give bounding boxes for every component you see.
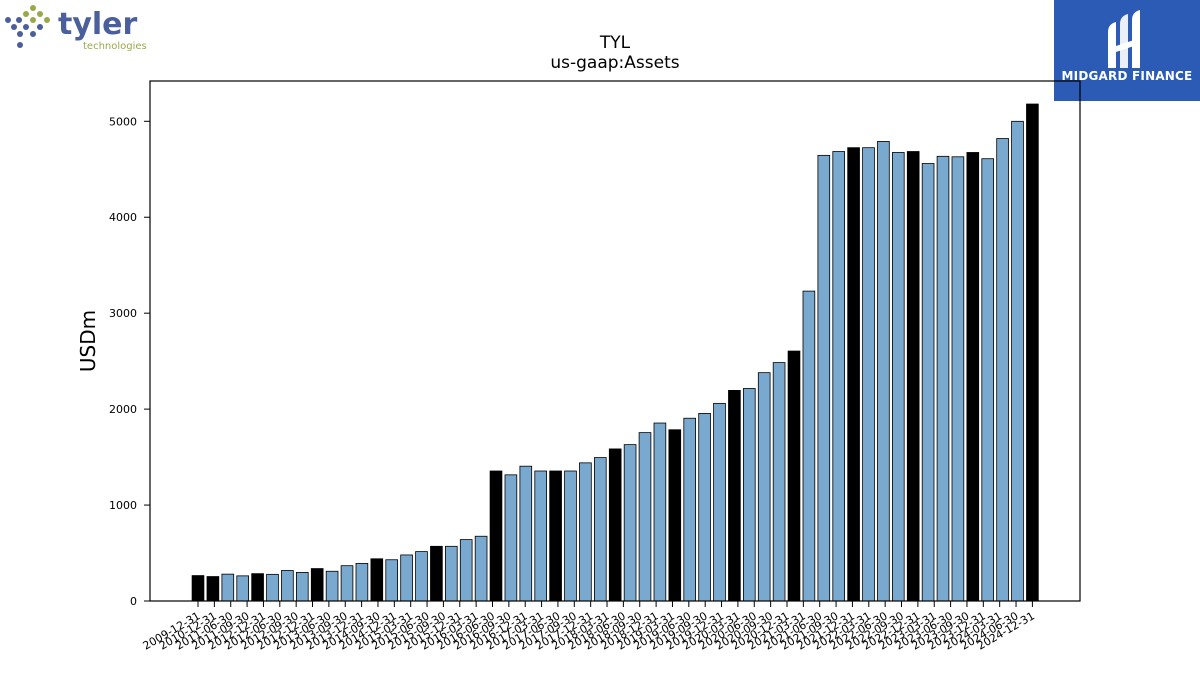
bar-2 <box>221 573 235 602</box>
plot-frame <box>149 80 1081 602</box>
bars-group <box>191 103 1039 602</box>
bar-19 <box>474 535 488 602</box>
bar-49 <box>921 163 935 602</box>
bar-39 <box>772 362 786 602</box>
bar-56 <box>1026 103 1039 602</box>
bar-20 <box>489 470 503 602</box>
midgard-wordmark: MIDGARD FINANCE <box>1061 69 1193 83</box>
bar-21 <box>504 474 518 602</box>
bar-44 <box>847 147 860 602</box>
bar-23 <box>534 470 547 602</box>
bar-3 <box>236 575 250 602</box>
bar-29 <box>623 444 637 602</box>
bar-55 <box>1011 120 1024 602</box>
bar-11 <box>355 562 369 602</box>
bar-28 <box>608 448 622 602</box>
bar-52 <box>966 152 980 602</box>
y-tick-label-5: 5000 <box>109 115 137 128</box>
bar-15 <box>415 551 428 602</box>
bar-46 <box>877 141 890 602</box>
bar-31 <box>653 422 667 602</box>
bar-14 <box>400 554 413 602</box>
bar-47 <box>892 152 905 602</box>
x-axis-ticks: 2009-12-312010-12-312011-06-302011-09-30… <box>141 601 1037 653</box>
bar-9 <box>325 570 339 602</box>
tyler-wordmark: tyler <box>58 7 138 42</box>
y-tick-label-1: 1000 <box>109 499 137 512</box>
y-axis-label: USDm <box>76 310 100 372</box>
bar-24 <box>549 470 562 602</box>
bar-27 <box>594 457 607 602</box>
bar-6 <box>281 570 294 602</box>
bar-38 <box>757 372 771 602</box>
midgard-finance-logo: MIDGARD FINANCE <box>1054 0 1200 101</box>
tyler-tagline: technologies <box>83 41 147 52</box>
bar-25 <box>564 470 577 602</box>
bar-30 <box>638 432 652 602</box>
bar-53 <box>981 158 994 602</box>
bar-12 <box>370 558 384 602</box>
y-tick-label-0: 0 <box>130 595 137 608</box>
bar-17 <box>444 545 458 602</box>
midgard-mark-icon <box>1108 10 1140 68</box>
bar-54 <box>996 138 1009 602</box>
bar-50 <box>936 155 950 602</box>
bar-8 <box>310 568 324 602</box>
bar-5 <box>266 573 279 602</box>
bar-1 <box>206 576 220 602</box>
bar-26 <box>579 462 592 602</box>
bar-36 <box>728 390 741 602</box>
bar-41 <box>802 290 816 602</box>
bar-4 <box>251 573 264 602</box>
tyler-technologies-logo: tyler technologies <box>5 5 147 52</box>
bar-32 <box>668 429 682 602</box>
bar-42 <box>817 154 831 602</box>
bar-40 <box>787 350 801 602</box>
bar-13 <box>385 559 398 602</box>
bar-43 <box>832 151 845 602</box>
bar-7 <box>295 572 309 602</box>
bar-22 <box>519 465 533 602</box>
y-axis-ticks: 0 1000 2000 3000 4000 5000 <box>109 115 150 608</box>
bar-0 <box>191 575 205 602</box>
chart-title: TYL <box>599 33 631 53</box>
bar-48 <box>906 151 920 602</box>
chart-subtitle: us-gaap:Assets <box>550 53 679 73</box>
bar-16 <box>430 545 443 602</box>
y-tick-label-2: 2000 <box>109 403 137 416</box>
bar-34 <box>698 413 711 602</box>
bar-37 <box>743 388 756 602</box>
y-tick-label-4: 4000 <box>109 211 137 224</box>
bar-10 <box>340 565 354 602</box>
bar-45 <box>862 147 875 602</box>
bar-35 <box>713 402 726 602</box>
bar-51 <box>951 156 965 602</box>
y-tick-label-3: 3000 <box>109 307 137 320</box>
bar-18 <box>459 539 473 602</box>
bar-33 <box>683 417 696 602</box>
tyler-dots-icon <box>5 5 50 48</box>
